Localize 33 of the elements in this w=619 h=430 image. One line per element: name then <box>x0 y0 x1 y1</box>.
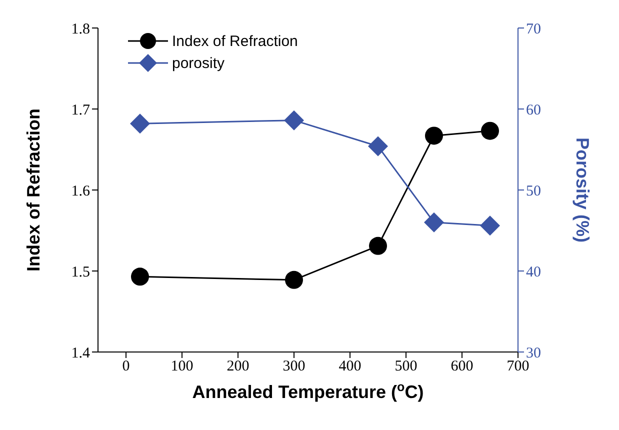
x-axis-title: Annealed Temperature ($^{o}$C) <box>192 380 424 402</box>
y2-tick-label: 40 <box>526 264 541 280</box>
legend-label: porosity <box>172 54 225 72</box>
y-axis-title: Index of Refraction <box>23 108 44 272</box>
y2-axis-title: Porosity (%) <box>572 137 593 243</box>
x-tick-label: 400 <box>338 358 362 375</box>
y2-tick-label: 30 <box>526 345 541 362</box>
y-tick-label: 1.7 <box>71 102 90 118</box>
y-tick-label: 1.6 <box>71 183 90 200</box>
x-tick-label: 200 <box>226 358 250 375</box>
point <box>284 110 304 130</box>
x-tick-label: 700 <box>506 358 530 375</box>
point <box>131 268 149 286</box>
point <box>480 216 500 236</box>
point <box>481 122 499 140</box>
x-tick-label: 300 <box>282 358 306 375</box>
point <box>424 212 444 232</box>
y2-tick-label: 60 <box>526 102 541 118</box>
y2-tick-label: 50 <box>526 183 541 200</box>
point <box>368 136 388 156</box>
y-tick-label: 1.5 <box>71 264 90 280</box>
y-tick-label: 1.8 <box>71 21 90 38</box>
x-tick-label: 100 <box>170 358 194 375</box>
y2-tick-label: 70 <box>526 21 541 38</box>
x-tick-label: 600 <box>450 358 474 375</box>
x-tick-label: 0 <box>122 358 130 375</box>
point <box>285 270 303 289</box>
x-tick-label: 500 <box>394 358 418 375</box>
point <box>369 236 387 255</box>
point <box>130 114 150 134</box>
legend-label: Index of Refraction <box>172 32 298 50</box>
point <box>425 126 443 145</box>
y-tick-label: 1.4 <box>71 345 90 362</box>
